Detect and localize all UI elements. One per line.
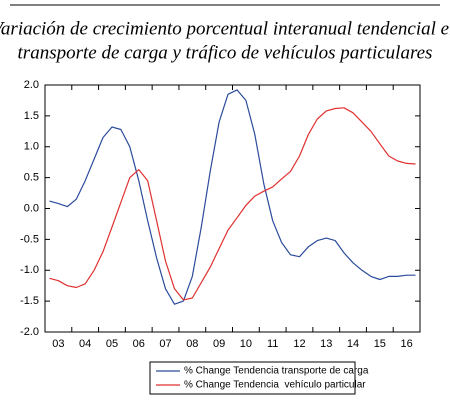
y-tick-label: 1.0 xyxy=(24,141,39,153)
legend xyxy=(149,361,356,395)
x-tick-label: 06 xyxy=(133,338,145,350)
x-tick-label: 15 xyxy=(374,338,386,350)
x-tick-label: 13 xyxy=(320,338,332,350)
x-tick-label: 10 xyxy=(240,338,252,350)
legend-label: % Change Tendencia vehículo particular xyxy=(184,380,366,391)
x-tick-label: 16 xyxy=(400,338,412,350)
series-line xyxy=(49,89,416,305)
chart-title: transporte de carga y tráfico de vehícul… xyxy=(18,42,433,63)
x-tick-label: 11 xyxy=(267,338,278,350)
y-tick-label: 1.5 xyxy=(24,110,39,122)
legend-label: % Change Tendencia transporte de carga xyxy=(184,366,369,377)
x-tick-label: 04 xyxy=(79,338,91,350)
plot-frame xyxy=(44,84,421,333)
y-tick-label: -2.0 xyxy=(20,326,39,338)
x-tick-label: 14 xyxy=(347,338,359,350)
x-tick-label: 05 xyxy=(106,338,118,350)
x-tick-label: 12 xyxy=(293,338,305,350)
x-tick-label: 03 xyxy=(52,338,64,350)
series-line xyxy=(49,107,416,301)
y-tick-label: -1.5 xyxy=(20,295,39,307)
x-tick-label: 09 xyxy=(213,338,225,350)
chart-title: Variación de crecimiento porcentual inte… xyxy=(0,18,450,39)
x-tick-label: 08 xyxy=(186,338,198,350)
y-tick-label: -1.0 xyxy=(20,264,39,276)
y-tick-label: 2.0 xyxy=(24,79,39,91)
y-tick-label: 0.0 xyxy=(24,202,39,214)
y-tick-label: -0.5 xyxy=(20,233,39,245)
y-tick-label: 0.5 xyxy=(24,172,39,184)
x-tick-label: 07 xyxy=(159,338,171,350)
